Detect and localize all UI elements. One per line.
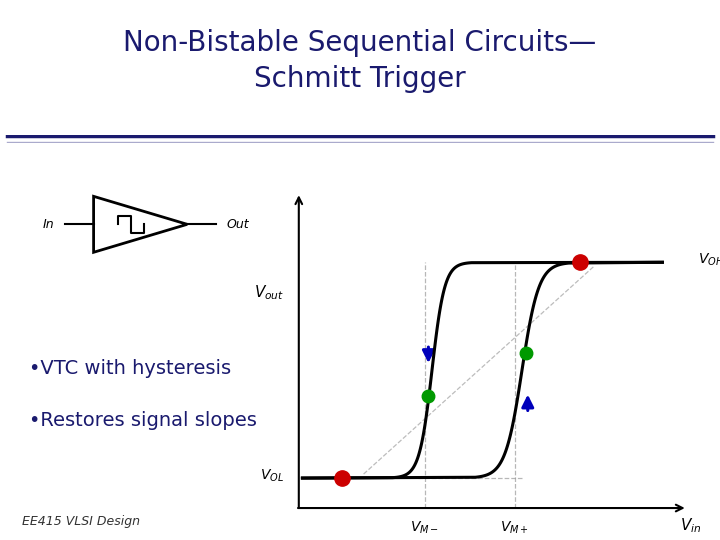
Text: Out: Out — [227, 218, 249, 231]
Text: $V_{out}$: $V_{out}$ — [254, 283, 284, 302]
Text: $V_{M+}$: $V_{M+}$ — [500, 520, 529, 536]
Text: $V_{OH}$: $V_{OH}$ — [698, 252, 720, 268]
Text: •Restores signal slopes: •Restores signal slopes — [29, 410, 256, 430]
Text: $V_{OL}$: $V_{OL}$ — [261, 468, 284, 484]
Text: EE415 VLSI Design: EE415 VLSI Design — [22, 515, 140, 528]
Text: Non-Bistable Sequential Circuits—
Schmitt Trigger: Non-Bistable Sequential Circuits— Schmit… — [123, 29, 597, 92]
Text: $V_{M-}$: $V_{M-}$ — [410, 520, 439, 536]
Text: •VTC with hysteresis: •VTC with hysteresis — [29, 359, 231, 377]
Text: In: In — [42, 218, 54, 231]
Text: $V_{in}$: $V_{in}$ — [680, 516, 702, 535]
